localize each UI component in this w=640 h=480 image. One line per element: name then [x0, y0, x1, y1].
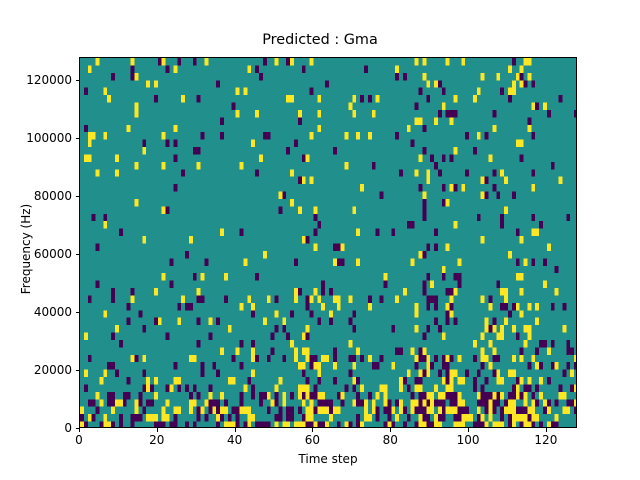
y-tick-mark	[75, 138, 79, 140]
x-tick-label: 120	[534, 433, 558, 447]
y-tick-mark	[75, 80, 79, 82]
x-tick-label: 100	[456, 433, 480, 447]
heatmap-plot-area[interactable]	[79, 57, 577, 428]
x-tick-label: 0	[75, 433, 83, 447]
x-tick-mark	[468, 428, 470, 432]
x-tick-label: 80	[382, 433, 398, 447]
y-tick-mark	[75, 196, 79, 198]
x-tick-mark	[156, 428, 158, 432]
y-tick-mark	[75, 370, 79, 372]
y-tick-label: 20000	[33, 363, 72, 378]
y-tick-label: 0	[64, 421, 72, 435]
y-tick-mark	[75, 254, 79, 256]
y-tick-mark	[75, 428, 79, 429]
x-tick-mark	[234, 428, 236, 432]
x-tick-label: 60	[304, 433, 321, 447]
y-tick-label: 40000	[33, 305, 72, 320]
y-tick-mark	[75, 312, 79, 314]
y-tick-label: 80000	[33, 189, 72, 204]
x-tick-mark	[545, 428, 547, 432]
x-tick-mark	[312, 428, 314, 432]
x-tick-label: 40	[226, 433, 243, 447]
heatmap-image	[80, 58, 576, 427]
y-tick-label: 120000	[26, 73, 72, 88]
x-tick-label: 20	[149, 433, 165, 447]
y-tick-label: 100000	[26, 131, 72, 146]
y-tick-label: 60000	[33, 247, 72, 262]
x-tick-mark	[390, 428, 392, 432]
x-tick-mark	[79, 428, 80, 432]
x-axis-label: Time step	[298, 452, 358, 466]
page-title: Predicted : Gma	[262, 32, 378, 48]
